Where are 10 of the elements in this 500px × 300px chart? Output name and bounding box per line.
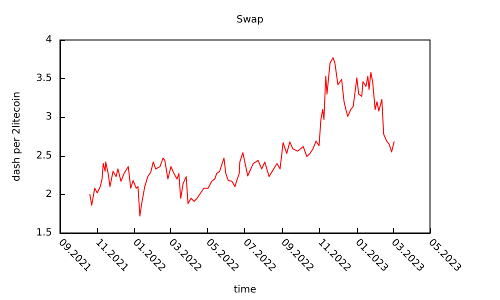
y-tick-label: 2 [46,188,52,200]
line-series [89,57,395,217]
x-axis-title: time [234,284,256,296]
y-tick-label: 1.5 [36,228,52,238]
y-tick-label: 3.5 [36,73,52,84]
y-tick-label: 4 [46,34,52,46]
chart-title: Swap [236,14,264,26]
y-tick-label: 3 [46,112,52,123]
y-axis-title: dash per 2litecoin [12,92,22,182]
y-tick-label: 2.5 [36,150,52,162]
